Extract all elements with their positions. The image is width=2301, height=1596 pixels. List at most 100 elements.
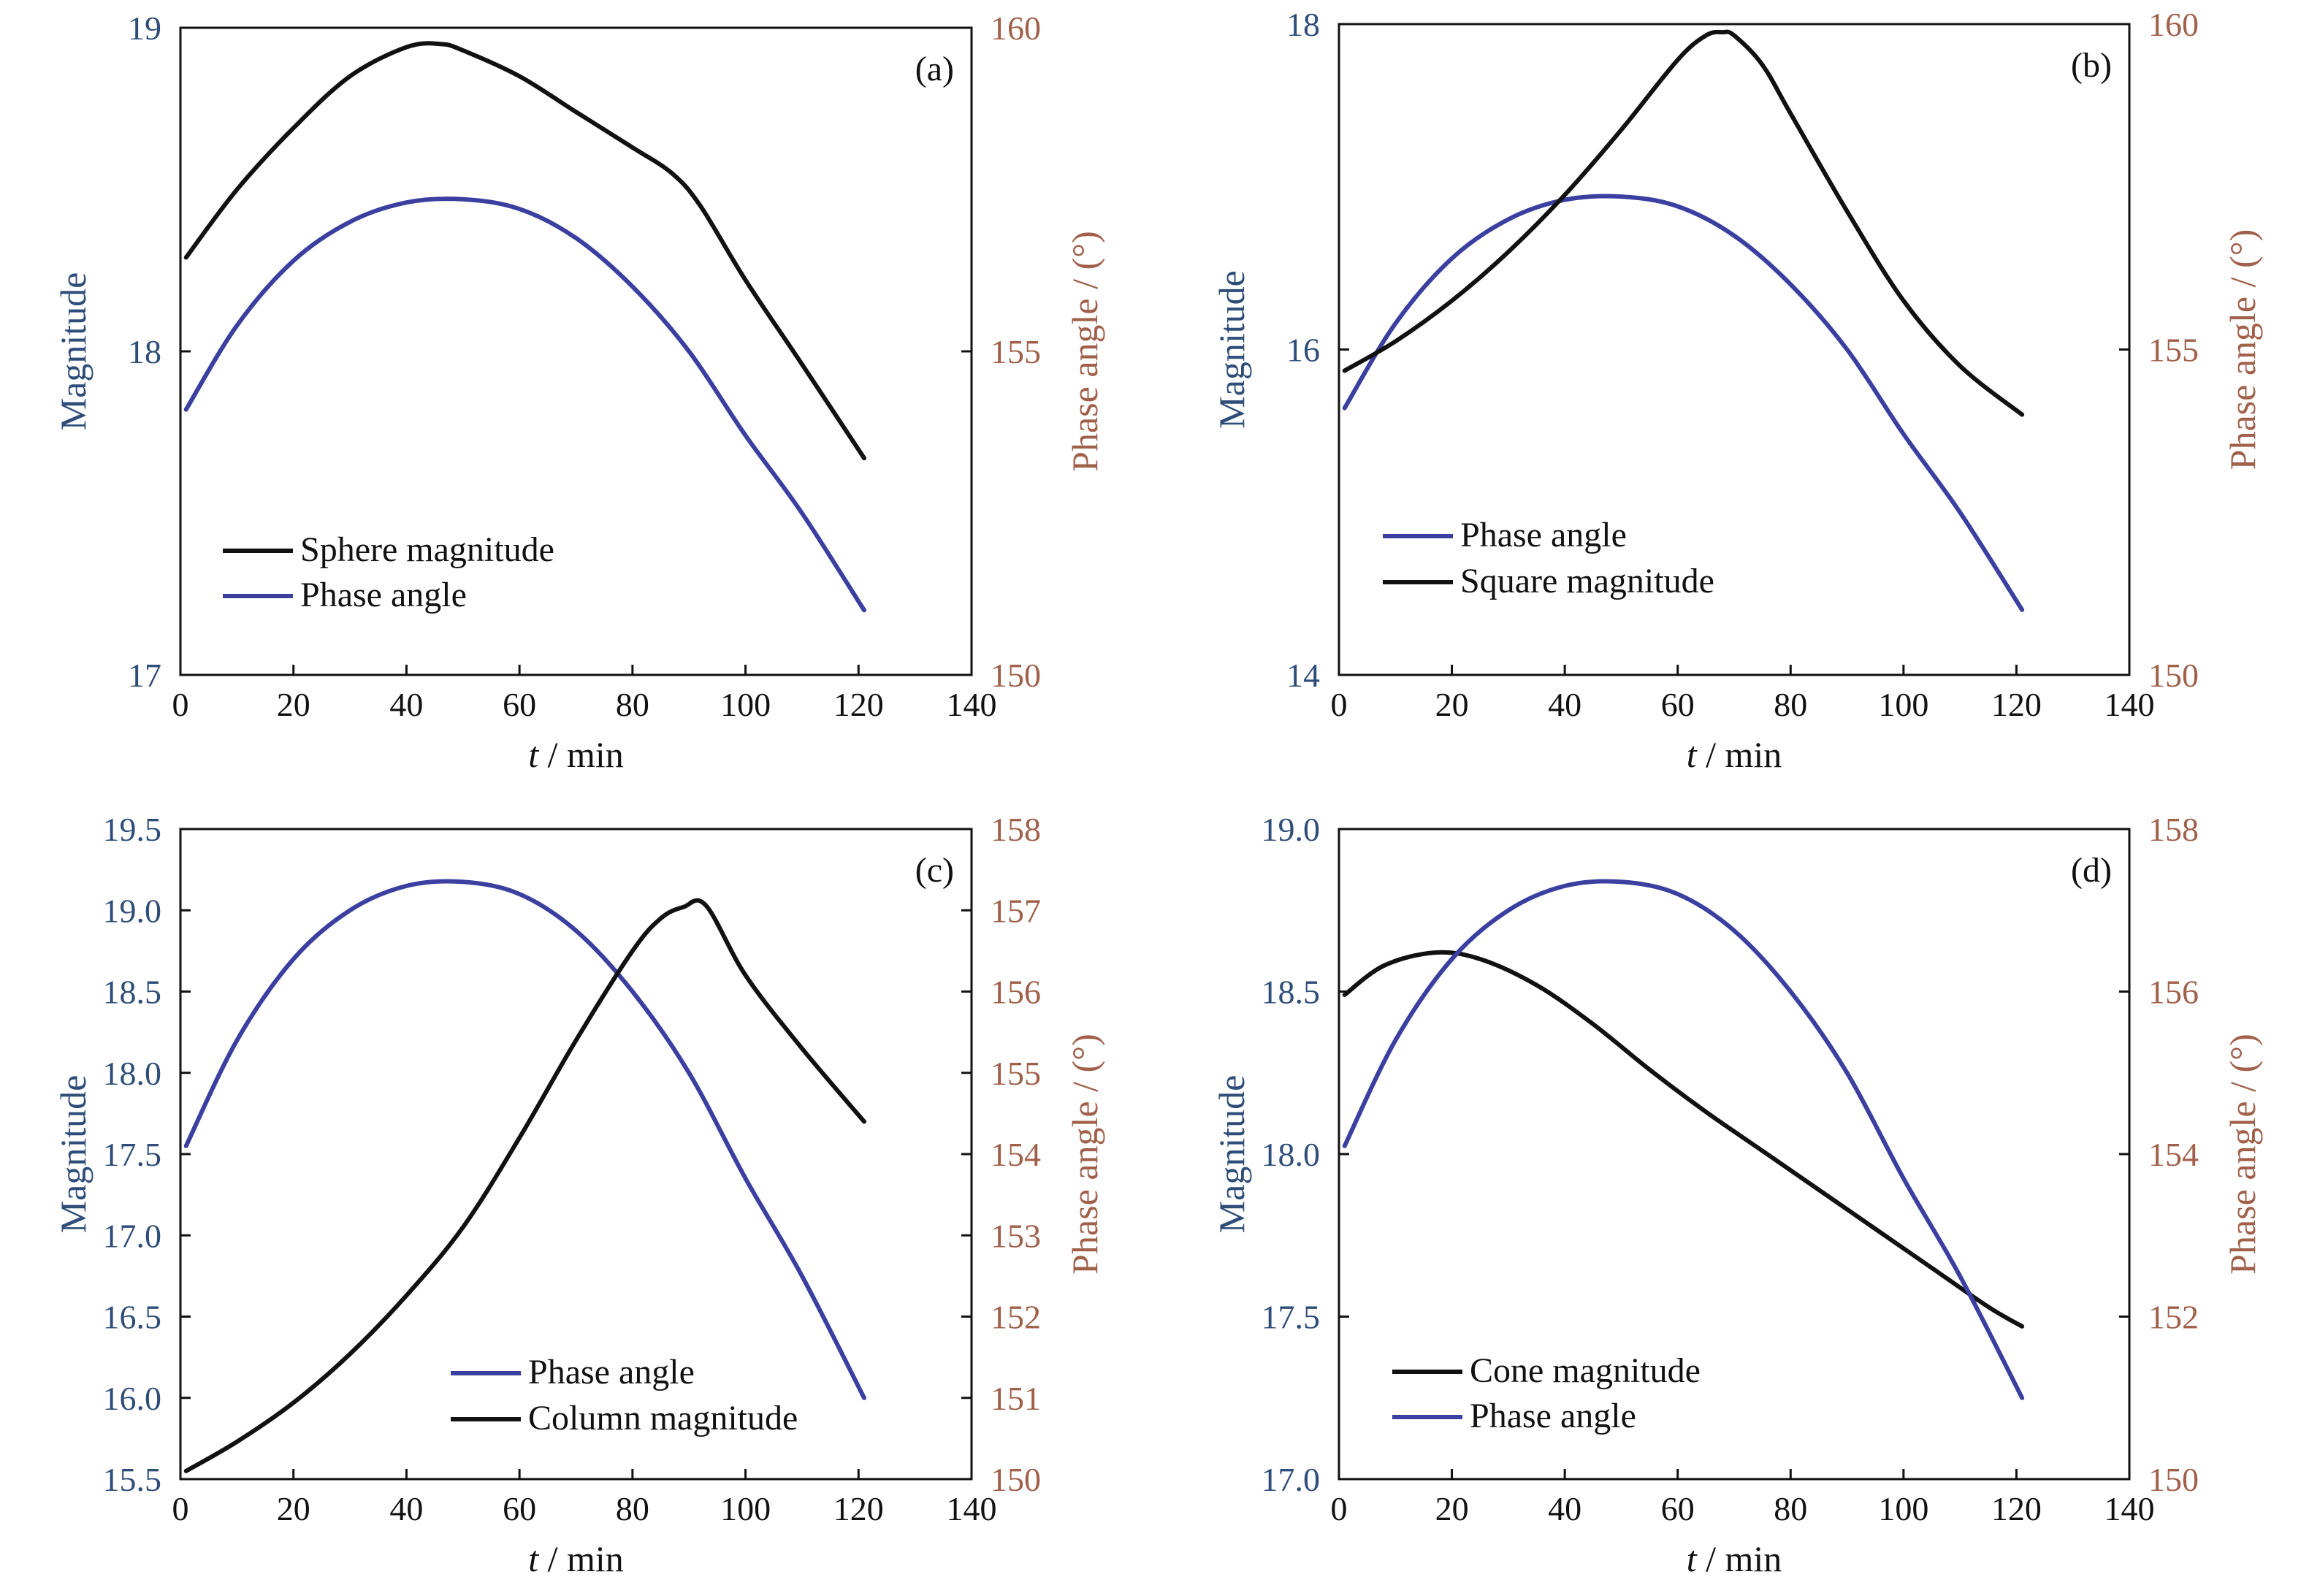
x-tick-label: 120: [1991, 686, 2042, 723]
legend-label: Phase angle: [300, 576, 467, 614]
y-left-tick-label: 18.0: [1262, 1136, 1321, 1173]
x-tick-label: 20: [277, 686, 310, 723]
series-line-phase-angle: [1342, 194, 2025, 612]
panel-label: (d): [2071, 851, 2112, 890]
x-tick-label: 20: [1435, 686, 1469, 723]
y-right-tick-label: 152: [991, 1299, 1041, 1336]
plot-frame: [1338, 828, 2131, 1481]
x-tick-label: 20: [1435, 1490, 1469, 1527]
y-left-tick-label: 14: [1286, 657, 1320, 694]
y-left-tick-label: 16: [1286, 332, 1320, 369]
x-tick-label: 120: [833, 1490, 884, 1527]
legend-label: Sphere magnitude: [300, 530, 554, 569]
y-left-tick-label: 17: [128, 657, 161, 694]
y-right-axis-title: Phase angle / (°): [2222, 229, 2263, 470]
legend: Sphere magnitude Phase angle: [223, 530, 554, 614]
x-tick-label: 80: [1774, 1490, 1807, 1527]
y-right-tick-label: 155: [2148, 332, 2199, 369]
series-line-column-magnitude: [183, 898, 866, 1473]
y-right-tick-label: 155: [991, 1055, 1041, 1092]
y-left-tick-label: 17.0: [103, 1217, 162, 1254]
y-left-axis-title: Magnitude: [1211, 270, 1252, 429]
x-tick-label: 80: [1774, 686, 1807, 723]
x-tick-label: 100: [1878, 686, 1928, 723]
x-tick-label: 60: [503, 1490, 536, 1527]
y-left-tick-label: 18: [128, 333, 161, 370]
y-right-tick-label: 157: [991, 892, 1041, 929]
y-left-tick-label: 19.0: [103, 892, 162, 929]
x-tick-label: 120: [1991, 1490, 2042, 1527]
x-tick-label: 0: [1331, 686, 1348, 723]
y-right-axis-title: Phase angle / (°): [1064, 1034, 1105, 1275]
y-left-tick-label: 19.5: [103, 811, 162, 848]
y-right-axis-title: Phase angle / (°): [1064, 231, 1105, 472]
x-tick-label: 60: [1661, 686, 1695, 723]
series-line-phase-angle: [183, 196, 866, 613]
y-left-tick-label: 18.0: [103, 1055, 162, 1092]
y-left-tick-label: 19: [128, 9, 161, 47]
y-right-tick-label: 153: [991, 1217, 1041, 1254]
x-tick-label: 60: [1661, 1490, 1695, 1527]
legend: Phase angle Column magnitude: [451, 1353, 798, 1437]
series-line-phase-angle: [1342, 879, 2025, 1400]
x-tick-label: 40: [1548, 686, 1581, 723]
y-right-tick-label: 150: [991, 657, 1041, 694]
x-tick-label: 0: [1331, 1490, 1348, 1527]
y-right-tick-label: 150: [2148, 657, 2199, 694]
x-tick-label: 20: [277, 1490, 310, 1527]
y-left-tick-label: 19.0: [1262, 811, 1321, 848]
y-right-axis-title: Phase angle / (°): [2222, 1034, 2263, 1275]
plot-frame: [1338, 23, 2131, 676]
series-line-sphere-magnitude: [183, 41, 866, 461]
panel-label: (c): [915, 851, 954, 890]
x-axis-title: t / min: [1687, 1538, 1782, 1579]
x-tick-label: 80: [616, 1490, 649, 1527]
chart-panel-d: 0 20 40 60 80 100 120 140 17.0 17.5 18.0 18.5 19.0 15…: [1211, 811, 2263, 1579]
panel-label: (a): [915, 50, 954, 88]
y-right-tick-label: 160: [2148, 6, 2199, 43]
legend-label: Phase angle: [528, 1353, 695, 1391]
legend-label: Cone magnitude: [1470, 1351, 1701, 1390]
y-left-tick-label: 17.5: [103, 1136, 162, 1173]
legend: Cone magnitude Phase angle: [1392, 1351, 1701, 1435]
panel-label: (b): [2071, 46, 2112, 85]
legend-label: Column magnitude: [528, 1399, 798, 1437]
legend-label: Square magnitude: [1460, 562, 1714, 600]
legend-label: Phase angle: [1460, 516, 1627, 554]
x-tick-label: 140: [947, 686, 997, 723]
y-left-tick-label: 18: [1286, 6, 1320, 43]
x-tick-label: 60: [503, 686, 536, 723]
y-left-tick-label: 17.0: [1262, 1461, 1321, 1498]
series-line-square-magnitude: [1342, 29, 2025, 417]
x-tick-label: 40: [389, 1490, 423, 1527]
x-tick-label: 100: [720, 686, 771, 723]
x-axis-title: t / min: [528, 1538, 624, 1579]
series-line-phase-angle: [183, 879, 866, 1400]
y-right-tick-label: 156: [2148, 974, 2199, 1011]
x-tick-label: 100: [720, 1490, 771, 1527]
y-left-tick-label: 15.5: [103, 1461, 162, 1498]
y-left-tick-label: 16.0: [103, 1380, 162, 1417]
y-right-tick-label: 158: [2148, 811, 2199, 848]
y-right-tick-label: 154: [2148, 1136, 2199, 1173]
x-tick-label: 140: [947, 1490, 997, 1527]
x-tick-label: 140: [2105, 686, 2155, 723]
x-tick-label: 0: [172, 686, 189, 723]
y-left-tick-label: 17.5: [1262, 1299, 1321, 1336]
y-left-axis-title: Magnitude: [53, 272, 94, 431]
series-line-cone-magnitude: [1342, 950, 2025, 1329]
y-right-tick-label: 150: [991, 1461, 1041, 1498]
chart-panel-a: 0 20 40 60 80 100 120 140 17 18 19 150 155 160 t / min…: [53, 9, 1105, 775]
x-tick-label: 40: [389, 686, 423, 723]
chart-panel-b: 0 20 40 60 80 100 120 140 14 16 18 150 155 160 t / min…: [1211, 6, 2263, 775]
y-right-tick-label: 151: [991, 1380, 1041, 1417]
y-left-tick-label: 16.5: [103, 1299, 162, 1336]
y-right-tick-label: 160: [991, 9, 1041, 47]
x-axis-title: t / min: [1687, 734, 1782, 775]
legend-label: Phase angle: [1470, 1397, 1636, 1435]
y-right-tick-label: 150: [2148, 1461, 2199, 1498]
legend: Phase angle Square magnitude: [1383, 516, 1714, 600]
chart-panel-c: 0 20 40 60 80 100 120 140 15.5 16.0 16.5 17.0 17.5 18…: [53, 811, 1105, 1579]
y-right-tick-label: 152: [2148, 1299, 2199, 1336]
